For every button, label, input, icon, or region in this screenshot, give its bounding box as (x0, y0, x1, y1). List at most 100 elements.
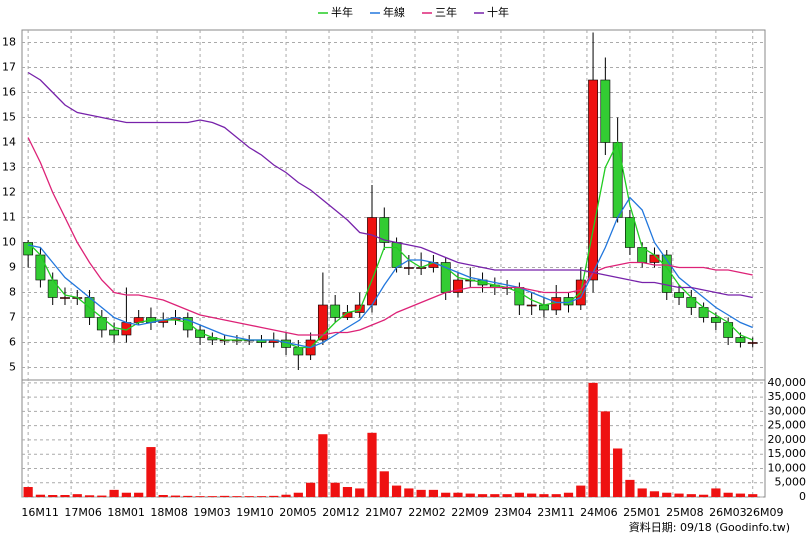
volume-bar (563, 492, 574, 497)
x-tick-label: 18M01 (107, 506, 145, 519)
candle-body (23, 242, 34, 256)
y2-tick-label: 5,000 (775, 476, 807, 489)
candle-body (109, 329, 120, 336)
volume-bar (723, 492, 733, 497)
x-tick-label: 19M03 (193, 506, 231, 519)
volume-bar (698, 494, 709, 497)
footer: 資料日期: 09/18 (Goodinfo.tw) (629, 520, 790, 534)
candle-body (60, 297, 70, 299)
x-tick-label: 20M12 (322, 506, 360, 519)
candle-body (747, 342, 758, 344)
ma-line (27, 140, 753, 349)
volume-bar (342, 487, 353, 497)
x-tick-label: 25M08 (666, 506, 704, 519)
volume-bar (649, 491, 660, 497)
volume-bar (588, 382, 598, 497)
volume-bar (416, 489, 426, 497)
volume-bar (686, 494, 696, 497)
y2-tick-label: 10,000 (768, 461, 807, 474)
volume-bar (735, 493, 746, 497)
candle-body (723, 322, 734, 338)
volume-bar (404, 488, 414, 497)
volume-bar (465, 493, 475, 497)
volume-bar (711, 488, 721, 497)
candle-body (293, 347, 304, 356)
candle-body (453, 279, 463, 293)
volume-bar (441, 492, 451, 497)
volume-bar (256, 496, 267, 497)
ma-line (27, 196, 753, 349)
volume-bar (48, 495, 58, 497)
legend-label: 年線 (383, 5, 405, 19)
x-tick-label: 19M10 (236, 506, 274, 519)
x-tick-label: 21M07 (365, 506, 403, 519)
y-tick-label: 7 (9, 311, 16, 324)
volume-bar (662, 492, 672, 497)
y-tick-label: 6 (9, 336, 16, 349)
volume-bar (281, 494, 291, 497)
volume-bar (637, 488, 647, 497)
volume-bar (109, 489, 119, 497)
candle-body (35, 254, 46, 281)
candle-body (403, 267, 414, 269)
volume-bar (220, 495, 230, 497)
y-tick-label: 9 (9, 261, 16, 274)
candle-body (600, 79, 611, 143)
volume-bar (183, 495, 193, 497)
x-tick-label: 22M02 (408, 506, 446, 519)
x-tick-label: 16M11 (21, 506, 59, 519)
candle-body (539, 304, 549, 311)
x-tick-label: 20M05 (279, 506, 317, 519)
volume-bar (514, 492, 524, 497)
volume-bar (551, 494, 561, 497)
candle-body (514, 287, 525, 306)
volume-bar (527, 493, 537, 497)
volume-bar (269, 495, 279, 497)
volume-bar (23, 487, 33, 497)
volume-bar (613, 448, 623, 497)
volume-bar (134, 492, 144, 497)
volume-bar (391, 485, 402, 497)
x-tick-label: 17M06 (64, 506, 102, 519)
x-tick-label: 23M04 (494, 506, 532, 519)
y2-tick-label: 40,000 (768, 376, 807, 389)
volume-bar (490, 494, 500, 497)
y-tick-label: 8 (9, 286, 16, 299)
x-tick-label: 22M09 (451, 506, 489, 519)
volume-bar (207, 496, 217, 497)
volume-bar (379, 471, 389, 497)
volume-bar (453, 492, 463, 497)
volume-bar (60, 495, 70, 497)
candle-body (47, 279, 58, 298)
candle-body (686, 297, 697, 308)
volume-bar (318, 434, 328, 497)
volume-bar (330, 482, 340, 497)
y-tick-label: 14 (2, 136, 16, 149)
x-tick-label: 24M06 (580, 506, 618, 519)
y2-tick-label: 30,000 (768, 404, 807, 417)
y2-tick-label: 0 (799, 490, 806, 503)
x-tick-label: 26M09 (746, 506, 784, 519)
candle-body (612, 142, 623, 218)
volume-bar (539, 494, 549, 497)
volume-bar (244, 496, 254, 497)
volume-bar (72, 494, 82, 497)
candle-body (182, 317, 193, 331)
volume-bar (355, 488, 365, 497)
x-tick-label: 25M01 (623, 506, 661, 519)
volume-bar (477, 494, 488, 497)
volume-bar (367, 432, 377, 497)
y-tick-label: 5 (9, 361, 16, 374)
y-tick-label: 13 (2, 161, 16, 174)
volume-bar (121, 492, 131, 497)
y2-tick-label: 25,000 (768, 419, 807, 432)
y-tick-label: 16 (2, 86, 16, 99)
volume-bar (195, 496, 205, 497)
volume-bar (84, 495, 95, 497)
volume-bar (158, 495, 168, 497)
candle-body (735, 337, 746, 343)
y-tick-label: 11 (2, 211, 16, 224)
volume-bar (97, 495, 107, 497)
volume-bar (748, 494, 758, 497)
volume-bar (305, 482, 316, 497)
